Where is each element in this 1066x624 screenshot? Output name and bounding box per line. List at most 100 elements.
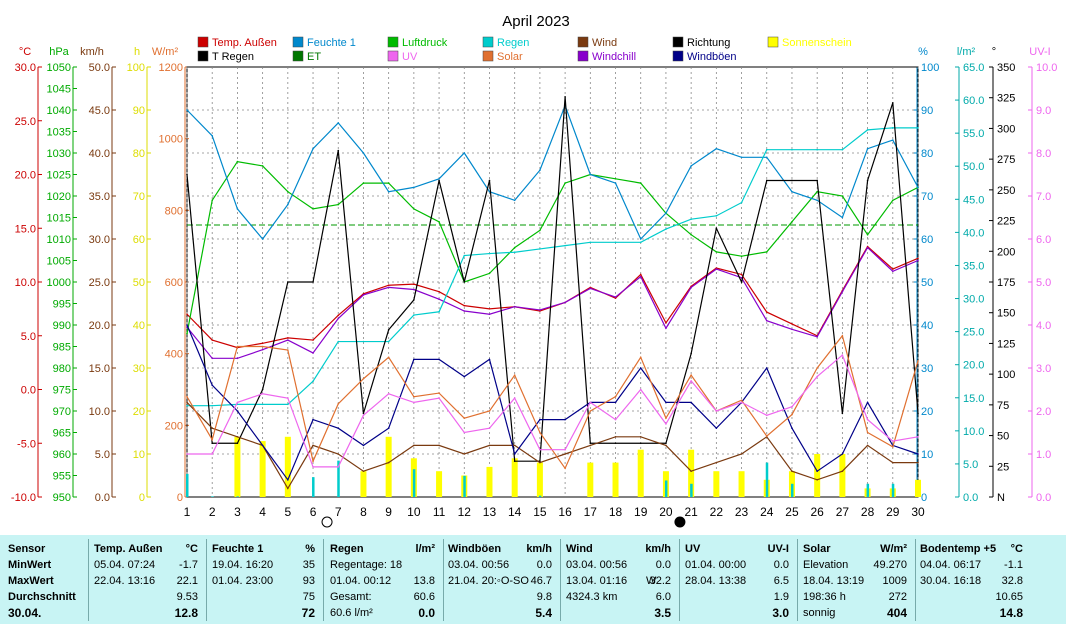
data-point bbox=[639, 238, 642, 240]
axis-unit: UV-I bbox=[1029, 46, 1050, 58]
data-point bbox=[917, 186, 919, 189]
temp-header: Temp. Außen bbox=[94, 543, 163, 555]
data-point bbox=[866, 444, 869, 447]
data-point bbox=[791, 148, 793, 151]
axis-unit: h bbox=[134, 46, 140, 58]
axis-tick-label: 25.0 bbox=[89, 277, 110, 289]
axis-tick-label: 80 bbox=[921, 148, 933, 160]
axis-tick-label: 800 bbox=[165, 205, 183, 217]
axis-tick-label: 8.0 bbox=[1036, 148, 1051, 160]
sunshine-bar bbox=[738, 471, 745, 497]
gust-average: 9.8 bbox=[536, 591, 552, 603]
data-point bbox=[539, 460, 541, 462]
axis-tick-label: 1005 bbox=[47, 256, 71, 268]
axis-tick-label: 4.0 bbox=[1036, 320, 1051, 332]
data-point bbox=[513, 453, 516, 455]
data-point bbox=[186, 313, 188, 316]
soil-current: 14.8 bbox=[999, 606, 1023, 620]
sunshine-bar bbox=[234, 436, 241, 497]
axis-unit: km/h bbox=[80, 46, 104, 58]
stats-wind-column: Wind km/h 03.04. 00:56 0.0 13.04. 01:16 … bbox=[562, 535, 677, 624]
axis-tick-label: 30.0 bbox=[963, 294, 984, 306]
data-point bbox=[665, 401, 667, 404]
x-tick-label: 23 bbox=[735, 505, 749, 519]
data-point bbox=[589, 401, 592, 404]
data-point bbox=[337, 317, 340, 320]
axis-tick-label: -5.0 bbox=[17, 438, 36, 450]
data-point bbox=[488, 308, 491, 310]
solar-condition: sonnig bbox=[803, 607, 836, 619]
data-point bbox=[665, 327, 667, 330]
wind-average: 6.0 bbox=[655, 591, 671, 603]
data-point bbox=[917, 436, 919, 438]
legend-label: Wind bbox=[592, 37, 617, 49]
axis-tick-label: 175 bbox=[997, 277, 1015, 289]
axis-tick-label: 2.0 bbox=[1036, 406, 1051, 418]
data-point bbox=[740, 399, 743, 402]
axis-tick-label: 80 bbox=[133, 148, 145, 160]
humidity-min-value: 35 bbox=[302, 559, 315, 571]
data-point bbox=[488, 410, 491, 412]
data-point bbox=[690, 380, 692, 382]
solar-unit: W/m² bbox=[880, 543, 907, 555]
data-point bbox=[186, 332, 188, 335]
data-point bbox=[312, 460, 314, 462]
chart-axes: 30.025.020.015.010.05.00.0-5.0-10.010501… bbox=[11, 62, 1058, 504]
data-point bbox=[438, 392, 440, 394]
divider bbox=[679, 539, 680, 621]
rain-header: Regen bbox=[330, 543, 364, 555]
legend-swatch bbox=[482, 36, 494, 48]
data-point bbox=[690, 165, 692, 167]
data-point bbox=[891, 139, 894, 141]
axis-tick-label: 100 bbox=[127, 62, 145, 74]
data-point bbox=[236, 436, 239, 438]
data-point bbox=[740, 255, 743, 257]
humidity-header: Feuchte 1 bbox=[212, 543, 264, 555]
rain-bar bbox=[664, 480, 668, 497]
axis-tick-label: 1030 bbox=[47, 148, 71, 160]
axis-tick-label: 9.0 bbox=[1036, 105, 1051, 117]
data-point bbox=[463, 431, 466, 434]
data-point bbox=[463, 254, 466, 257]
axis-tick-label: 10.0 bbox=[15, 277, 36, 289]
stats-temp-column: Temp. Außen °C 05.04. 07:24 -1.7 22.04. … bbox=[90, 535, 204, 624]
legend-label: ET bbox=[307, 51, 321, 63]
axis-tick-label: 1050 bbox=[47, 62, 71, 74]
data-point bbox=[337, 466, 340, 468]
x-tick-label: 14 bbox=[508, 505, 522, 519]
rain-total-label: Gesamt: bbox=[330, 591, 372, 603]
data-point bbox=[387, 461, 390, 464]
data-point bbox=[791, 190, 793, 193]
x-tick-label: 17 bbox=[584, 505, 598, 519]
data-point bbox=[917, 453, 919, 455]
solar-current: 404 bbox=[886, 606, 907, 620]
data-point bbox=[791, 221, 793, 223]
data-point bbox=[362, 182, 365, 184]
axis-tick-label: 350 bbox=[997, 62, 1015, 74]
sunshine-bar bbox=[436, 471, 443, 497]
data-point bbox=[337, 203, 340, 206]
soil-max-date: 30.04. 16:18 bbox=[920, 575, 982, 587]
axis-tick-label: 400 bbox=[165, 349, 183, 361]
axis-unit: °C bbox=[19, 46, 31, 58]
data-point bbox=[765, 319, 768, 322]
data-point bbox=[513, 246, 516, 249]
temp-unit: °C bbox=[185, 543, 198, 555]
data-point bbox=[690, 401, 692, 404]
data-point bbox=[614, 178, 617, 180]
data-point bbox=[690, 218, 692, 220]
axis-tick-label: 35.0 bbox=[89, 191, 110, 203]
soil-min-value: -1.1 bbox=[1004, 559, 1023, 571]
data-point bbox=[639, 442, 642, 445]
data-point bbox=[866, 179, 869, 182]
data-point bbox=[715, 427, 718, 430]
bar-series bbox=[186, 436, 921, 497]
data-point bbox=[413, 208, 415, 210]
data-point bbox=[337, 314, 340, 317]
data-point bbox=[539, 229, 541, 232]
axis-tick-label: 20.0 bbox=[89, 320, 110, 332]
rain-bar bbox=[211, 496, 214, 497]
axis-tick-label: 6.0 bbox=[1036, 234, 1051, 246]
axis-tick-label: 1010 bbox=[47, 234, 71, 246]
data-point bbox=[639, 273, 642, 276]
